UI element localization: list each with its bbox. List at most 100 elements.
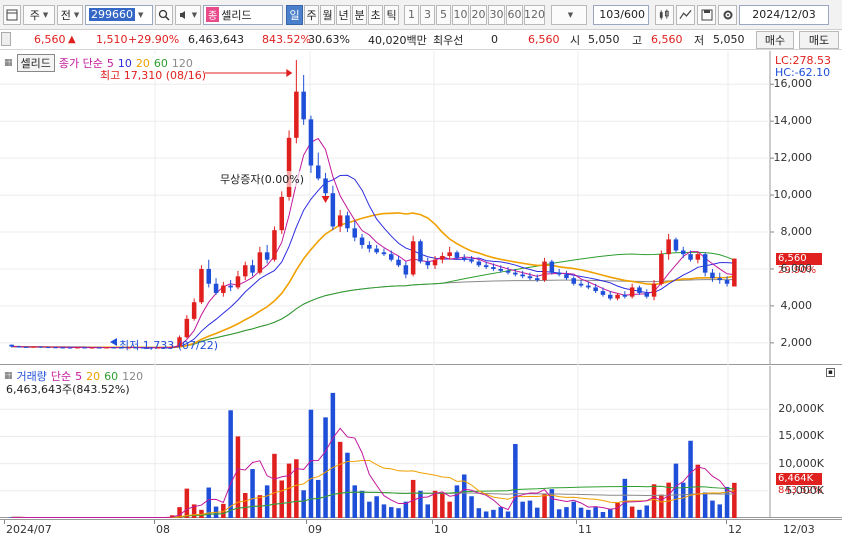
period-mode-value: 주 [29, 8, 40, 22]
volume-bar-up [286, 463, 292, 518]
interval-tab-5[interactable]: 30 [488, 4, 505, 25]
period-tab-1[interactable]: 주 [304, 4, 319, 25]
draw-tool-icon[interactable] [676, 4, 695, 25]
high-price: 6,560 [651, 33, 683, 46]
period-tab-5[interactable]: 초 [368, 4, 383, 25]
ma5-line [11, 137, 735, 349]
volume-bar-down [710, 500, 715, 518]
volume-bar-up [440, 493, 445, 518]
volume-bar-up [410, 479, 416, 518]
volume-legend: ▦ 거래량 단순 5 20 60 120 [4, 368, 143, 384]
price-chart[interactable] [0, 51, 842, 365]
candle-up [447, 252, 452, 257]
ma10-legend: 10 [117, 56, 132, 70]
candle-down [513, 272, 518, 275]
interval-tab-0[interactable]: 1 [404, 4, 419, 25]
volume-bar-down [345, 452, 350, 518]
volume-bar-down [396, 508, 401, 518]
candle-down [213, 283, 219, 293]
quote-settings-icon[interactable] [1, 32, 11, 46]
gear-icon[interactable] [718, 4, 737, 25]
interval-tab-1[interactable]: 3 [420, 4, 435, 25]
volume-bar-down [461, 474, 467, 518]
sound-icon[interactable] [175, 4, 201, 25]
trade-amount: 40,020백만 [368, 33, 427, 47]
date-field[interactable]: 2024/12/03 [739, 4, 829, 25]
volume-bar-up [447, 501, 452, 518]
candle-down [82, 347, 87, 349]
candle-down [586, 285, 591, 288]
candle-up [199, 268, 204, 303]
price-panel[interactable]: ▦ 셀리드 종가 단순 5 10 20 60 120 최고 17,310 (08… [0, 51, 842, 365]
volume-chart[interactable] [0, 366, 842, 518]
menu-icon[interactable]: ▦ [4, 371, 13, 381]
candle-down [374, 248, 379, 253]
volume-bar-down [374, 496, 379, 518]
volume-bar-down [228, 410, 233, 518]
price-tick-label: 2,000 [780, 335, 813, 349]
vol-ma60-legend: 60 [104, 369, 119, 383]
volume-bar-down [308, 409, 314, 518]
vol-ma20-legend: 20 [86, 369, 101, 383]
volume-bar-down [564, 507, 569, 518]
sell-label: 매도 [808, 34, 830, 47]
period-tab-6[interactable]: 틱 [384, 4, 399, 25]
candle-down [469, 259, 474, 262]
interval-tab-4[interactable]: 20 [470, 4, 487, 25]
candle-down [250, 265, 255, 273]
high-note: 최고 17,310 (08/16) [100, 69, 207, 82]
stock-name-field[interactable]: 종 셀리드 [203, 4, 283, 25]
maximize-icon[interactable]: ▪ [826, 368, 835, 377]
x-tick [576, 520, 577, 524]
sell-button[interactable]: 매도 [799, 31, 839, 49]
period-tab-0[interactable]: 일 [286, 4, 303, 25]
price-change: 1,510 [96, 33, 128, 46]
price-panel-title[interactable]: 셀리드 [16, 54, 55, 72]
lc-label: LC:278.53 [775, 54, 832, 67]
candle-up [242, 265, 248, 277]
candle-down [498, 268, 504, 271]
period-mode-select[interactable]: 주 [23, 4, 55, 25]
candle-down [359, 237, 365, 245]
menu-icon[interactable]: ▦ [4, 58, 13, 68]
stock-code-input[interactable]: 299660 [85, 4, 153, 25]
market-type-select[interactable]: 전 [57, 4, 83, 25]
turnover-rate: 30.63% [308, 33, 350, 46]
last-price-tag: 6,560 [776, 253, 822, 265]
volume-bar-down [717, 504, 723, 518]
volume-bar-down [491, 509, 496, 518]
high-label: 고 [632, 33, 643, 47]
interval-tab-6[interactable]: 60 [506, 4, 523, 25]
interval-tab-7[interactable]: 120 [524, 4, 545, 25]
volume-bar-down [469, 496, 474, 518]
candle-up [31, 346, 36, 348]
period-tab-3[interactable]: 년 [336, 4, 351, 25]
candle-down [644, 292, 650, 297]
buy-button[interactable]: 매수 [756, 31, 794, 49]
period-tab-4[interactable]: 분 [352, 4, 367, 25]
save-icon[interactable] [697, 4, 716, 25]
volume-bar-down [534, 507, 540, 518]
period-tab-2[interactable]: 월 [320, 4, 335, 25]
candle-style-icon[interactable] [655, 4, 674, 25]
price-tick-label: 16,000 [773, 77, 813, 91]
display-count-field[interactable]: 103/600 [593, 4, 649, 25]
candle-down [308, 119, 314, 166]
x-tick-label: 10 [434, 523, 448, 536]
candle-up [695, 254, 701, 260]
ma5-legend: 5 [106, 56, 114, 70]
volume-panel[interactable]: ▦ 거래량 단순 5 20 60 120 6,463,643주(843.52%)… [0, 366, 842, 518]
candle-down [403, 265, 409, 275]
candle-down [564, 274, 569, 279]
volume-bar-down [593, 507, 598, 518]
candle-down [16, 346, 22, 348]
candle-down [491, 267, 496, 269]
chart-layout-icon[interactable] [3, 4, 21, 25]
search-icon[interactable] [155, 4, 173, 25]
candle-down [96, 347, 102, 349]
x-tick-label: 12 [728, 523, 742, 536]
interval-tab-3[interactable]: 10 [452, 4, 469, 25]
candle-down [53, 347, 58, 349]
interval-tab-2[interactable]: 5 [436, 4, 451, 25]
interval-custom-select[interactable] [551, 4, 587, 25]
